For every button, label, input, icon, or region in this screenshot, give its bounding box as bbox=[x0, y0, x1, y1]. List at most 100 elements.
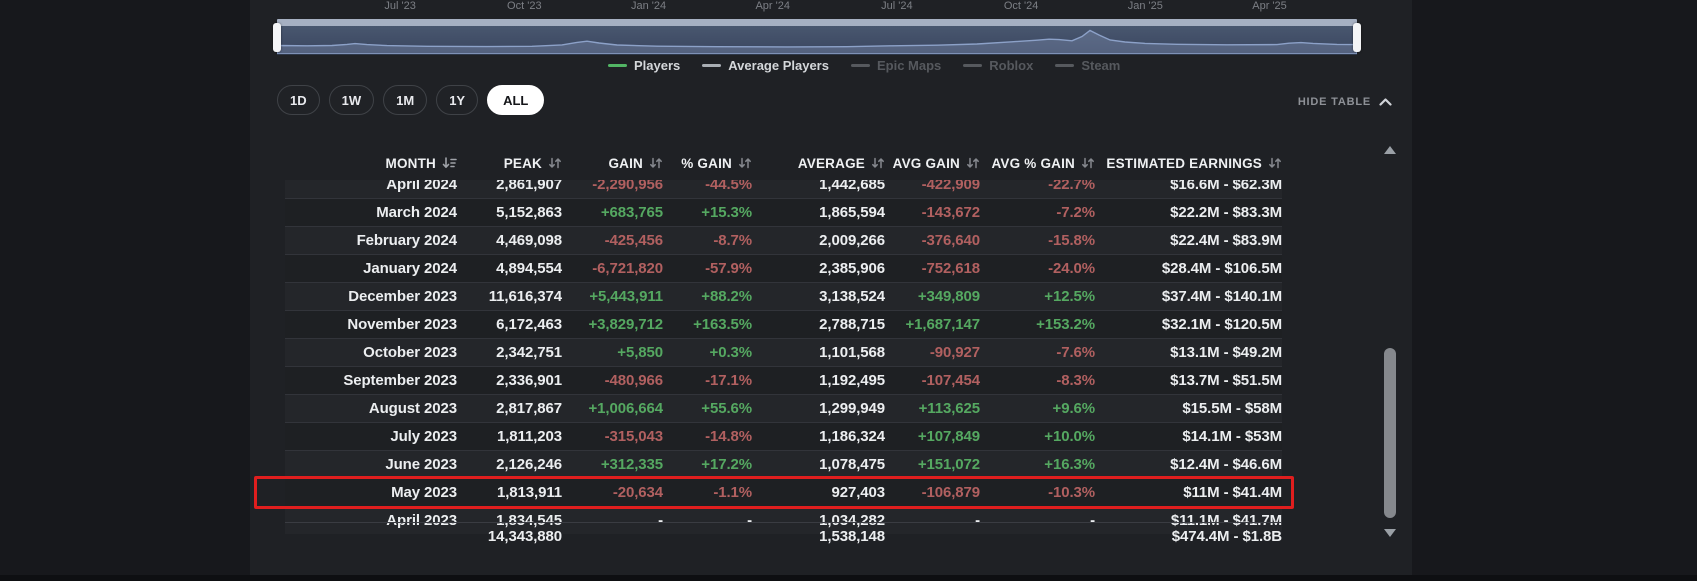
cell-gain-pct: -1.1% bbox=[713, 484, 752, 501]
scrollbar-thumb[interactable] bbox=[1384, 348, 1396, 518]
totals-earnings: $474.4M - $1.8B bbox=[1171, 528, 1282, 545]
cell-avg-gain-pct: +16.3% bbox=[1044, 456, 1095, 473]
cell-avg-gain-pct: -22.7% bbox=[1048, 180, 1095, 193]
legend-item[interactable]: Roblox bbox=[963, 58, 1033, 73]
cell-month: November 2023 bbox=[347, 316, 457, 333]
cell-gain-pct: - bbox=[747, 512, 752, 529]
range-navigator[interactable] bbox=[273, 19, 1361, 56]
hide-table-button[interactable]: HIDE TABLE bbox=[1298, 96, 1392, 108]
table-row[interactable]: February 2024 4,469,098 -425,456 -8.7% 2… bbox=[285, 226, 1282, 254]
time-range-button[interactable]: ALL bbox=[487, 85, 545, 115]
cell-average: 1,299,949 bbox=[819, 400, 885, 417]
column-header-estimated-earnings[interactable]: ESTIMATED EARNINGS bbox=[1095, 156, 1282, 171]
column-header-avg-gain-pct[interactable]: AVG % GAIN bbox=[980, 156, 1095, 171]
legend-swatch-icon bbox=[963, 63, 983, 67]
cell-gain: +5,850 bbox=[617, 344, 663, 361]
legend-item[interactable]: Epic Maps bbox=[850, 57, 942, 73]
cell-avg-gain-pct: -24.0% bbox=[1048, 260, 1095, 277]
cell-gain-pct: +0.3% bbox=[709, 344, 753, 361]
cell-gain-pct: -57.9% bbox=[705, 260, 752, 277]
sort-both-icon bbox=[549, 157, 561, 169]
cell-peak: 1,834,545 bbox=[496, 512, 562, 529]
timeline-axis: Jul '23 Oct '23 Jan '24 Apr '24 Jul '24 Oct '… bbox=[277, 0, 1357, 14]
column-header-gain-pct[interactable]: % GAIN bbox=[663, 156, 752, 171]
legend-label: Average Players bbox=[728, 57, 829, 73]
table-row[interactable]: November 2023 6,172,463 +3,829,712 +163.… bbox=[285, 310, 1282, 338]
table-row[interactable]: March 2024 5,152,863 +683,765 +15.3% 1,8… bbox=[285, 198, 1282, 226]
sort-both-icon bbox=[967, 157, 979, 169]
cell-average: 1,034,282 bbox=[819, 512, 885, 529]
cell-gain-pct: +88.2% bbox=[701, 288, 752, 305]
table-row[interactable]: December 2023 11,616,374 +5,443,911 +88.… bbox=[285, 282, 1282, 310]
table-row[interactable]: October 2023 2,342,751 +5,850 +0.3% 1,10… bbox=[285, 338, 1282, 366]
cell-month: February 2024 bbox=[356, 232, 458, 249]
cell-average: 1,192,495 bbox=[819, 372, 885, 389]
column-header-gain[interactable]: GAIN bbox=[562, 156, 663, 171]
time-range-button[interactable]: 1D bbox=[277, 85, 320, 115]
cell-earnings: $15.5M - $58M bbox=[1182, 400, 1282, 417]
column-header-month[interactable]: MONTH bbox=[285, 156, 457, 171]
cell-peak: 4,894,554 bbox=[496, 260, 562, 277]
scroll-up-button[interactable] bbox=[1383, 146, 1397, 156]
cell-gain: +5,443,911 bbox=[589, 288, 663, 305]
cell-month: October 2023 bbox=[363, 344, 457, 361]
time-range-button[interactable]: 1M bbox=[383, 85, 428, 115]
legend-swatch-icon bbox=[608, 63, 627, 67]
column-header-average[interactable]: AVERAGE bbox=[752, 156, 885, 171]
table-row[interactable]: July 2023 1,811,203 -315,043 -14.8% 1,18… bbox=[285, 422, 1282, 450]
table-row[interactable]: April 2024 2,861,907 -2,290,956 -44.5% 1… bbox=[285, 180, 1282, 198]
cell-gain: -480,966 bbox=[604, 372, 664, 389]
cell-earnings: $13.1M - $49.2M bbox=[1170, 344, 1282, 361]
cell-earnings: $14.1M - $53M bbox=[1182, 428, 1282, 445]
axis-tick-label: Jul '23 bbox=[384, 0, 416, 12]
cell-avg-gain: -143,672 bbox=[921, 204, 981, 221]
legend-item[interactable]: Players bbox=[608, 58, 680, 73]
navigator-track[interactable] bbox=[277, 19, 1357, 26]
cell-earnings: $11M - $41.4M bbox=[1183, 484, 1282, 501]
cell-avg-gain-pct: +9.6% bbox=[1052, 400, 1096, 417]
cell-gain-pct: -44.5% bbox=[705, 180, 752, 193]
cell-peak: 5,152,863 bbox=[496, 204, 562, 221]
table-row[interactable]: June 2023 2,126,246 +312,335 +17.2% 1,07… bbox=[285, 450, 1282, 478]
column-header-avg-gain[interactable]: AVG GAIN bbox=[885, 156, 980, 171]
range-handle-left[interactable] bbox=[273, 23, 281, 52]
legend-item[interactable]: Average Players bbox=[702, 58, 829, 73]
cell-avg-gain: -376,640 bbox=[921, 232, 981, 249]
column-header-peak[interactable]: PEAK bbox=[457, 156, 562, 171]
cell-avg-gain-pct: - bbox=[1090, 512, 1095, 529]
axis-tick-label: Apr '25 bbox=[1252, 0, 1287, 12]
cell-gain: -6,721,820 bbox=[592, 260, 663, 277]
navigator-minichart[interactable] bbox=[277, 26, 1357, 55]
cell-month: April 2024 bbox=[386, 180, 457, 193]
cell-average: 2,788,715 bbox=[819, 316, 885, 333]
range-handle-right[interactable] bbox=[1353, 23, 1361, 52]
cell-peak: 2,861,907 bbox=[496, 180, 562, 193]
axis-tick-label: Oct '23 bbox=[507, 0, 542, 12]
table-row[interactable]: September 2023 2,336,901 -480,966 -17.1%… bbox=[285, 366, 1282, 394]
totals-average: 1,538,148 bbox=[819, 528, 885, 545]
chevron-up-icon bbox=[1379, 98, 1392, 106]
table-row[interactable]: August 2023 2,817,867 +1,006,664 +55.6% … bbox=[285, 394, 1282, 422]
cell-gain: +3,829,712 bbox=[588, 316, 664, 333]
cell-earnings: $37.4M - $140.1M bbox=[1161, 288, 1282, 305]
scroll-down-button[interactable] bbox=[1383, 529, 1397, 539]
time-range-button[interactable]: 1Y bbox=[436, 85, 479, 115]
cell-month: December 2023 bbox=[348, 288, 457, 305]
table-row[interactable]: May 2023 1,813,911 -20,634 -1.1% 927,403… bbox=[254, 476, 1294, 509]
cell-peak: 2,126,246 bbox=[496, 456, 562, 473]
table-row[interactable]: January 2024 4,894,554 -6,721,820 -57.9%… bbox=[285, 254, 1282, 282]
cell-gain-pct: +17.2% bbox=[701, 456, 752, 473]
legend-label: Epic Maps bbox=[876, 57, 942, 73]
cell-avg-gain: +1,687,147 bbox=[905, 316, 981, 333]
cell-average: 1,078,475 bbox=[819, 456, 885, 473]
cell-peak: 2,817,867 bbox=[496, 400, 562, 417]
legend-item[interactable]: Steam bbox=[1055, 58, 1120, 73]
axis-tick-label: Oct '24 bbox=[1003, 0, 1039, 12]
totals-peak: 14,343,880 bbox=[487, 528, 562, 545]
scroll-up-icon bbox=[1384, 146, 1396, 154]
cell-avg-gain: -422,909 bbox=[921, 180, 981, 193]
time-range-button[interactable]: 1W bbox=[328, 85, 375, 115]
cell-avg-gain: +349,809 bbox=[917, 288, 980, 305]
cell-earnings: $28.4M - $106.5M bbox=[1161, 260, 1282, 277]
